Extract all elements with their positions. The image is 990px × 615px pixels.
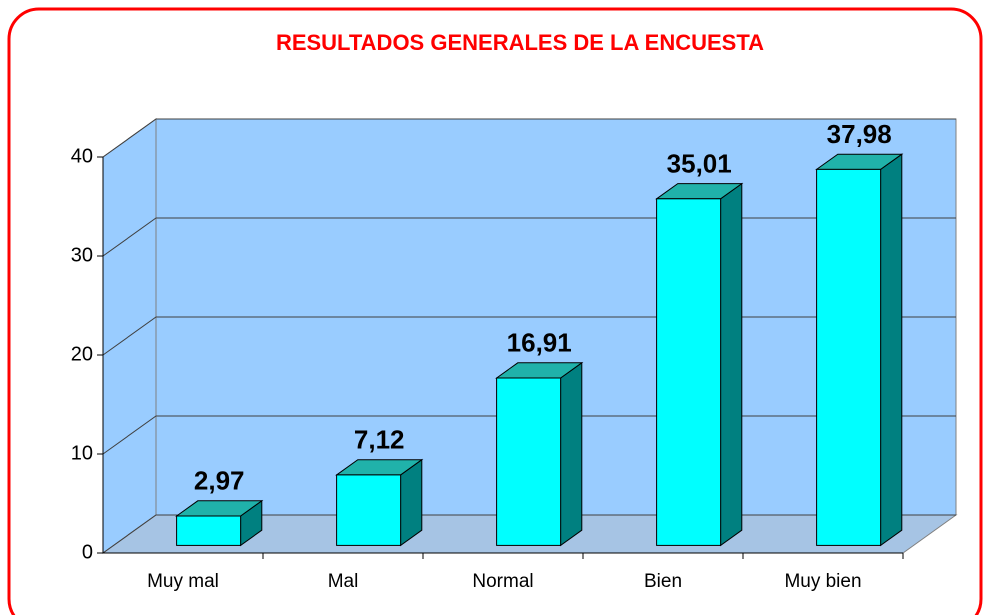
bar-side (720, 182, 743, 547)
y-tick-label: 10 (71, 442, 93, 464)
bar (496, 377, 562, 546)
x-tick-label: Normal (472, 571, 533, 592)
x-tick-label: Muy bien (784, 571, 861, 592)
y-tick-label: 20 (71, 343, 93, 365)
data-label: 2,97 (194, 466, 245, 496)
data-label: 37,98 (827, 119, 892, 149)
data-label: 7,12 (354, 425, 405, 455)
bar (656, 198, 722, 546)
y-tick-label: 0 (82, 541, 93, 563)
bar (176, 515, 242, 546)
chart-title: RESULTADOS GENERALES DE LA ENCUESTA (276, 30, 764, 55)
x-tick-label: Mal (328, 571, 359, 592)
data-label: 16,91 (507, 328, 572, 358)
x-tick-label: Muy mal (147, 571, 219, 592)
y-tick-label: 30 (71, 244, 93, 266)
x-tick-label: Bien (644, 571, 682, 592)
y-tick-label: 40 (71, 145, 93, 167)
bar-side (880, 153, 903, 547)
grid-line (102, 118, 956, 158)
bar (816, 168, 882, 546)
data-label: 35,01 (667, 148, 732, 178)
bar-side (560, 361, 583, 547)
bar (336, 474, 402, 546)
